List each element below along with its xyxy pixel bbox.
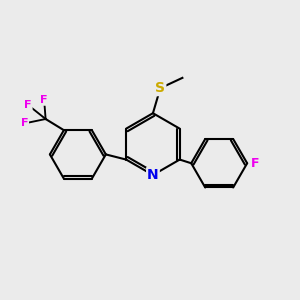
Text: F: F bbox=[24, 100, 32, 110]
Text: N: N bbox=[147, 168, 159, 182]
Text: F: F bbox=[251, 157, 259, 170]
Text: F: F bbox=[40, 95, 48, 105]
Text: S: S bbox=[155, 81, 165, 95]
Text: F: F bbox=[21, 118, 28, 128]
